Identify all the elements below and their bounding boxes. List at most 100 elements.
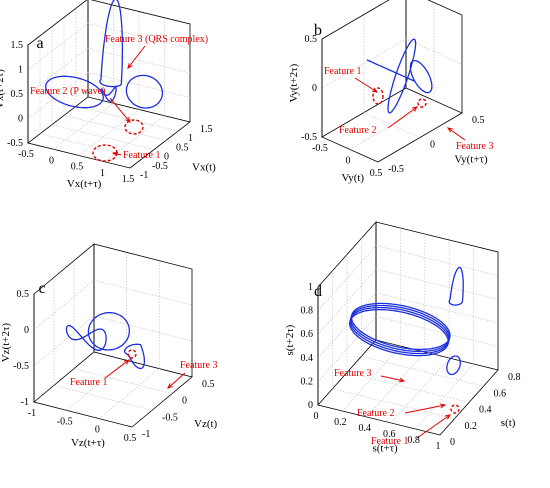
y-tick-label: 1.5: [200, 124, 213, 135]
feature-2-label-a: Feature 2 (P wave): [30, 86, 105, 97]
trajectory-c-upper-lobe: [87, 311, 131, 351]
feature-3-arrow-d-head: [398, 377, 406, 383]
floor-grid-line: [51, 124, 155, 150]
floor-grid-line: [53, 103, 114, 150]
y-tick-label: 0.4: [479, 405, 492, 416]
floor-outline: [321, 87, 463, 163]
z-tick-label: 1: [308, 282, 313, 293]
y-tick-label: 0: [164, 152, 169, 163]
floor-grid-line: [53, 385, 153, 411]
feature-marker-layer: [92, 45, 466, 439]
z-tick-label: -0.5: [301, 132, 317, 143]
feature-3-arrow-c-head: [167, 383, 173, 389]
back-wall-right: [427, 0, 463, 113]
x-axis-label: s(t+τ): [372, 443, 398, 455]
wall-grid-line: [317, 268, 499, 335]
z-tick-label: -0.5: [7, 138, 23, 149]
feature-3-label-b: Feature 3: [456, 141, 494, 152]
z-tick-label: 0.8: [301, 306, 314, 317]
feature-3-label-d: Feature 3: [334, 368, 372, 379]
back-wall-left: [27, 0, 89, 143]
z-tick-label: 0.2: [301, 376, 314, 387]
feature-3-label-c: Feature 3: [180, 360, 218, 371]
trajectory-a-left-lobe: [45, 75, 104, 109]
y-tick-label: 0.6: [494, 388, 507, 399]
z-tick-label: 0.5: [17, 289, 30, 300]
y-axis-label: Vz(t): [194, 418, 218, 430]
z-axis-label: Vy(t+2τ): [288, 63, 300, 102]
wall-grid-line: [27, 72, 191, 119]
wall-grid-line: [27, 47, 191, 95]
feature-2-label-b: Feature 2: [339, 125, 377, 136]
floor-grid-line: [361, 355, 484, 387]
feature-1-arrow-d-head: [445, 414, 452, 420]
y-tick-label: 0.5: [472, 115, 485, 126]
x-tick-label: 0.6: [383, 429, 396, 440]
trajectory-a-qrs-loop: [99, 0, 124, 88]
wall-grid-line: [27, 23, 191, 70]
panel-letter-b: b: [314, 22, 322, 39]
x-tick-label: -0.5: [18, 149, 34, 160]
x-tick-label: 0.4: [359, 423, 372, 434]
feature-1-arrow-b: [354, 77, 378, 93]
feature-3-arrow-b-head: [446, 127, 453, 133]
wall-grid-line: [317, 245, 499, 311]
x-tick-label: 0.5: [71, 162, 84, 173]
wall-grid-line: [321, 38, 463, 89]
trajectory-a-core: [101, 86, 117, 102]
feature-1-marker-c: [127, 349, 137, 359]
feature-1-arrow-a-head: [111, 151, 119, 157]
panel-letter-d: d: [314, 283, 322, 300]
z-tick-label: 1: [18, 65, 23, 76]
feature-1-marker-b: [372, 87, 384, 105]
floor-grid-line: [99, 368, 160, 419]
x-tick-label: -0.5: [57, 416, 73, 427]
feature-1-arrow-d: [416, 414, 451, 439]
feature-1-label-d: Feature 1: [371, 436, 409, 447]
z-tick-label: -0.5: [13, 361, 29, 372]
y-axis-label: s(t): [501, 417, 516, 429]
text-layer: -0.500.511.5 -1-0.500.511.5-0.500.511.5Vx…: [0, 22, 521, 455]
feature-2-arrow-b: [387, 106, 418, 129]
x-axis-label: Vy(t): [341, 172, 364, 184]
floor-grid-line: [63, 115, 167, 141]
trajectory-b-loop-2: [409, 59, 433, 94]
z-tick-label: 0.5: [305, 34, 318, 45]
feature-1-label-c: Feature 1: [70, 377, 108, 388]
wall-grid-line: [33, 315, 193, 367]
y-tick-label: -1: [140, 170, 148, 181]
z-tick-label: -1: [21, 397, 29, 408]
floor-grid-line: [73, 368, 173, 394]
trajectory-c-left-lobe: [65, 324, 107, 351]
y-tick-label: 0.8: [508, 372, 521, 383]
x-tick-label: 0: [49, 155, 54, 166]
trajectory-b-axis-line: [366, 59, 415, 82]
x-tick-label: 0.5: [370, 168, 383, 179]
floor-grid-line: [342, 345, 401, 412]
x-tick-label: 0.5: [124, 433, 137, 444]
x-tick-label: 0: [95, 425, 100, 436]
y-tick-label: 1: [188, 133, 193, 144]
trajectory-c-lower-lobe: [123, 343, 146, 370]
floor-grid-line: [78, 109, 140, 156]
z-tick-label: 0.4: [301, 353, 314, 364]
x-tick-label: -1: [28, 408, 36, 419]
feature-2-arrow-a-head: [125, 117, 131, 123]
y-tick-label: -0.5: [162, 412, 178, 423]
back-wall-right: [375, 221, 499, 370]
y-tick-label: -0.5: [152, 161, 168, 172]
trajectory-b-loop-1: [387, 38, 417, 114]
trajectory-d-knot: [446, 355, 462, 376]
y-tick-label: 0: [430, 140, 435, 151]
feature-1-marker-a: [92, 144, 118, 162]
feature-1-arrow-b-head: [371, 87, 379, 93]
z-tick-label: 0: [24, 325, 29, 336]
y-tick-label: 0.2: [465, 421, 478, 432]
back-wall-right: [90, 0, 191, 122]
z-tick-label: 0.5: [11, 89, 24, 100]
trajectory-layer: [45, 0, 464, 376]
z-tick-label: 0.6: [301, 329, 314, 340]
feature-3-arrow-a-head: [127, 63, 133, 70]
x-tick-label: 0.8: [407, 435, 420, 446]
